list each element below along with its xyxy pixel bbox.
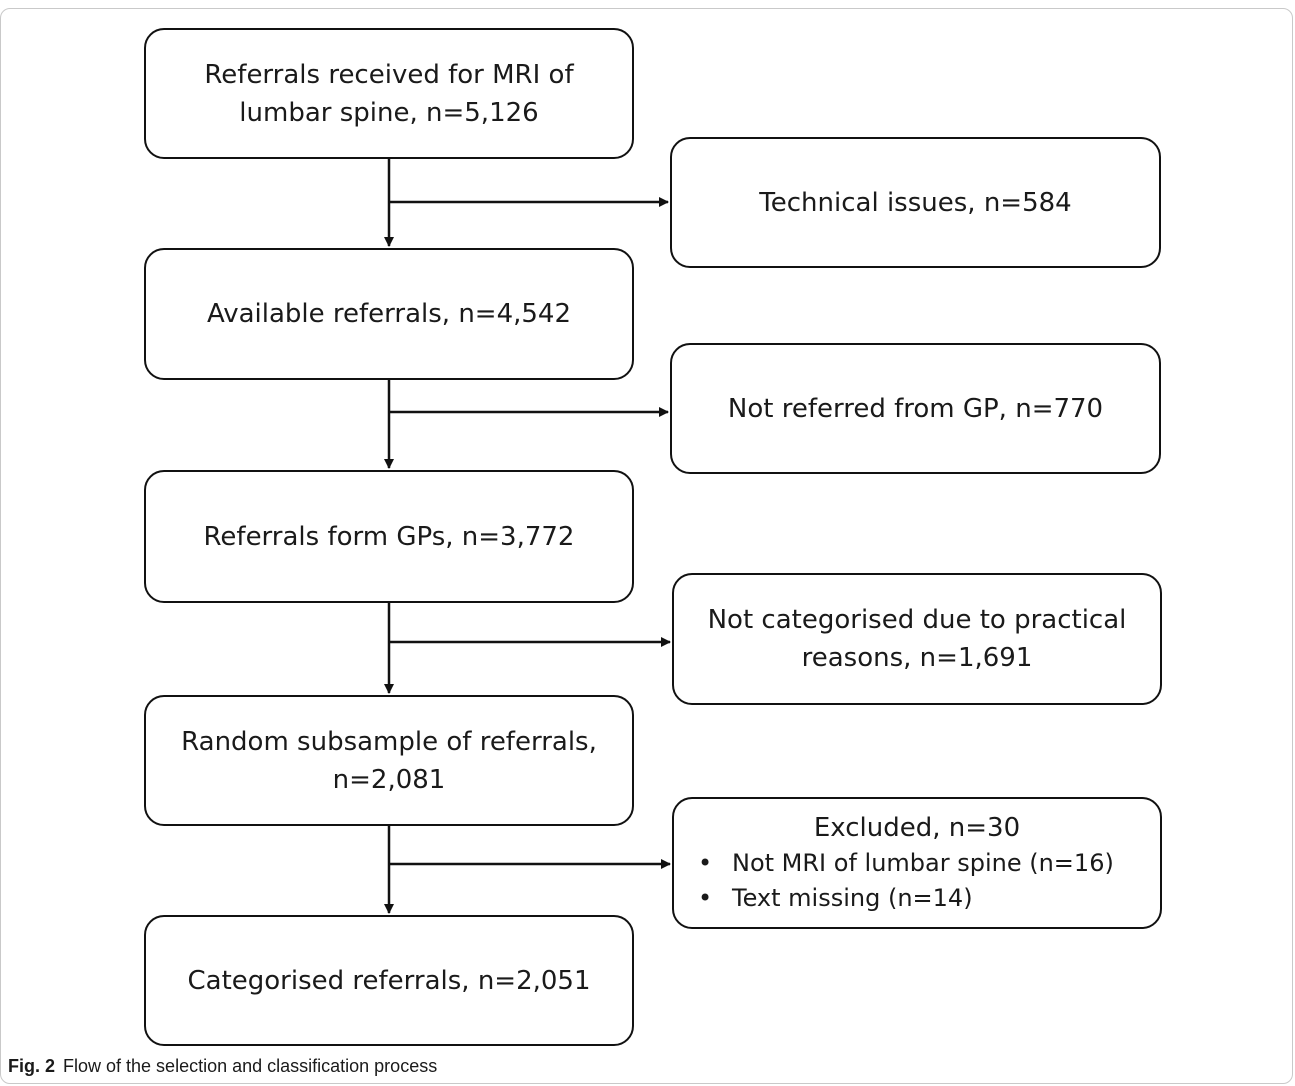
box-technical-issues-text: Technical issues, n=584 — [759, 187, 1072, 218]
box-not-referred-gp-text: Not referred from GP, n=770 — [727, 393, 1104, 424]
excluded-list: • Not MRI of lumbar spine (n=16) • Text mi… — [698, 846, 1136, 916]
bullet-icon: • — [698, 884, 713, 912]
excluded-item-text: Not MRI of lumbar spine (n=16) — [732, 849, 1114, 877]
box-random-subsample: Random subsample of referrals, n=2,081 — [144, 695, 634, 826]
figure-frame — [0, 8, 1293, 1084]
box-available-referrals: Available referrals, n=4,542 — [144, 248, 634, 380]
box-excluded: Excluded, n=30 • Not MRI of lumbar spine … — [672, 797, 1162, 929]
box-categorised-text: Categorised referrals, n=2,051 — [187, 965, 591, 996]
caption-label: Fig. 2 — [8, 1056, 56, 1076]
excluded-title: Excluded, n=30 — [813, 813, 1021, 843]
box-technical-issues: Technical issues, n=584 — [670, 137, 1161, 268]
box-referrals-received: Referrals received for MRI of lumbar spi… — [144, 28, 634, 159]
caption-text: Flow of the selection and classification… — [63, 1056, 438, 1076]
excluded-item: • Text missing (n=14) — [698, 881, 1136, 916]
box-referrals-from-gps-text: Referrals form GPs, n=3,772 — [203, 521, 575, 552]
box-available-referrals-text: Available referrals, n=4,542 — [206, 299, 572, 329]
box-not-referred-gp: Not referred from GP, n=770 — [670, 343, 1161, 474]
box-referrals-from-gps: Referrals form GPs, n=3,772 — [144, 470, 634, 603]
box-referrals-received-text: Referrals received for MRI of lumbar spi… — [204, 59, 574, 128]
excluded-item-text: Text missing (n=14) — [732, 884, 973, 912]
box-categorised: Categorised referrals, n=2,051 — [144, 915, 634, 1046]
box-not-categorised-text: Not categorised due to practical reasons… — [707, 605, 1127, 673]
bullet-icon: • — [698, 849, 713, 877]
box-not-categorised: Not categorised due to practical reasons… — [672, 573, 1162, 705]
excluded-item: • Not MRI of lumbar spine (n=16) — [698, 846, 1136, 881]
figure-caption: Fig. 2 Flow of the selection and classifi… — [8, 1056, 437, 1077]
box-random-subsample-text: Random subsample of referrals, n=2,081 — [181, 726, 597, 795]
